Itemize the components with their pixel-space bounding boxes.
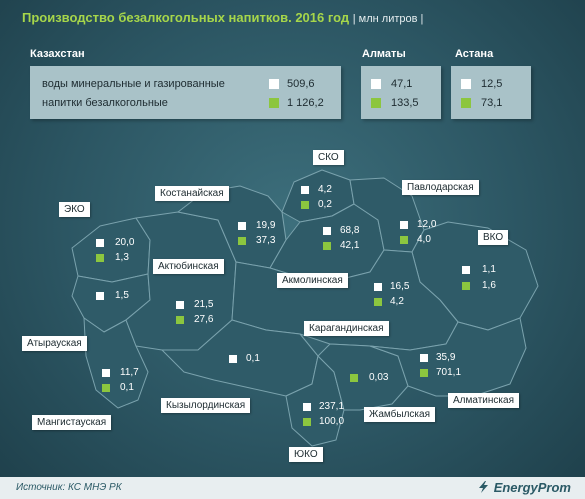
karaganda-mineral-square (374, 283, 382, 291)
label-sko: СКО (313, 150, 344, 165)
pavlodar-soft-square (400, 236, 408, 244)
karaganda-soft-value: 4,2 (390, 296, 404, 307)
almaty-soft-value: 133,5 (391, 97, 419, 109)
kazakhstan-panel: воды минеральные и газированные напитки … (30, 66, 341, 119)
aktobe-mineral-value: 21,5 (194, 299, 214, 310)
kyzylorda-mineral-value: 0,1 (246, 353, 260, 364)
almaty-region-soft-square (420, 369, 428, 377)
akmola-soft-value: 42,1 (340, 240, 360, 251)
yuko-soft-value: 100,0 (319, 416, 345, 427)
region-zko (71, 217, 151, 283)
mineral-water-label: воды минеральные и газированные (42, 78, 225, 90)
karaganda-soft-square (374, 298, 382, 306)
footer: Источник: КС МНЭ РК EnergyProm (0, 477, 585, 499)
sko-mineral-square (301, 186, 309, 194)
vko-mineral-value: 1,1 (482, 264, 496, 275)
pavlodar-mineral-square (400, 221, 408, 229)
akmola-soft-square (323, 242, 331, 250)
yuko-soft-square (303, 418, 311, 426)
label-pavlodar: Павлодарская (402, 180, 479, 195)
kostanay-soft-square (238, 237, 246, 245)
astana-soft-value: 73,1 (481, 97, 503, 109)
atyrau-mineral-square (96, 292, 104, 300)
astana-soft-square (461, 98, 471, 108)
astana-panel-title: Астана (455, 48, 494, 60)
zhambyl-soft-square (350, 374, 358, 382)
almaty-mineral-value: 47,1 (391, 78, 413, 90)
label-mangistau: Мангистауская (32, 415, 112, 430)
vko-mineral-square (462, 266, 470, 274)
label-atyrau: Атырауская (22, 336, 87, 351)
mangistau-mineral-value: 11,7 (120, 367, 139, 378)
source-text: Источник: КС МНЭ РК (16, 482, 122, 493)
vko-soft-square (462, 282, 470, 290)
vko-soft-value: 1,6 (482, 280, 496, 291)
mangistau-mineral-square (102, 369, 110, 377)
aktobe-soft-value: 27,6 (194, 314, 214, 325)
almaty-region-mineral-value: 35,9 (436, 352, 456, 363)
region-almaty (369, 317, 527, 397)
zhambyl-soft-value: 0,03 (369, 372, 389, 383)
karaganda-mineral-value: 16,5 (390, 281, 410, 292)
kostanay-mineral-value: 19,9 (256, 220, 276, 231)
sko-mineral-value: 4,2 (318, 184, 332, 195)
almaty-panel: 47,1 133,5 (361, 66, 441, 119)
label-karaganda: Карагандинская (304, 321, 389, 336)
sko-soft-value: 0,2 (318, 199, 332, 210)
label-kyzylorda: Кызылординская (161, 398, 251, 413)
almaty-region-mineral-square (420, 354, 428, 362)
unit-label: | млн литров | (352, 13, 424, 25)
astana-mineral-square (461, 79, 471, 89)
aktobe-mineral-square (176, 301, 184, 309)
almaty-mineral-square (371, 79, 381, 89)
region-zhambyl (317, 343, 409, 411)
label-zko: ЭКО (59, 202, 90, 217)
sko-soft-square (301, 201, 309, 209)
akmola-mineral-value: 68,8 (340, 225, 360, 236)
mineral-water-legend-square (269, 79, 279, 89)
astana-panel: 12,5 73,1 (451, 66, 531, 119)
lightning-icon (478, 481, 488, 493)
kazakhstan-mineral-value: 509,6 (287, 78, 315, 90)
mangistau-soft-value: 0,1 (120, 382, 134, 393)
yuko-mineral-square (303, 403, 311, 411)
zko-soft-value: 1,3 (115, 252, 129, 263)
kostanay-mineral-square (238, 222, 246, 230)
region-mangistau (83, 317, 149, 409)
soft-drinks-label: напитки безалкогольные (42, 97, 168, 109)
brand-name: EnergyProm (493, 480, 571, 495)
zko-soft-square (96, 254, 104, 262)
zko-mineral-square (96, 239, 104, 247)
kostanay-soft-value: 37,3 (256, 235, 276, 246)
atyrau-mineral-value: 1,5 (115, 290, 129, 301)
label-zhambyl: Жамбылская (364, 407, 435, 422)
label-akmola: Акмолинская (277, 273, 348, 288)
soft-drinks-legend-square (269, 98, 279, 108)
label-kostanay: Костанайская (155, 186, 229, 201)
brand-logo: EnergyProm (477, 480, 571, 495)
label-almaty-region: Алматинская (448, 393, 519, 408)
astana-mineral-value: 12,5 (481, 78, 503, 90)
almaty-soft-square (371, 98, 381, 108)
aktobe-soft-square (176, 316, 184, 324)
pavlodar-mineral-value: 12,0 (417, 219, 437, 230)
kyzylorda-mineral-square (229, 355, 237, 363)
kazakhstan-map (71, 169, 539, 447)
page-title: Производство безалкогольных напитков. 20… (22, 10, 423, 25)
akmola-mineral-square (323, 227, 331, 235)
almaty-region-soft-value: 701,1 (436, 367, 462, 378)
title-text: Производство безалкогольных напитков. 20… (22, 10, 350, 25)
pavlodar-soft-value: 4,0 (417, 234, 431, 245)
label-yuko: ЮКО (289, 447, 323, 462)
mangistau-soft-square (102, 384, 110, 392)
yuko-mineral-value: 237,1 (319, 401, 345, 412)
label-vko: ВКО (478, 230, 509, 245)
almaty-panel-title: Алматы (362, 48, 406, 60)
kazakhstan-soft-value: 1 126,2 (287, 97, 324, 109)
zko-mineral-value: 20,0 (115, 237, 135, 248)
label-aktobe: Актюбинская (153, 259, 224, 274)
kazakhstan-panel-title: Казахстан (30, 48, 85, 60)
